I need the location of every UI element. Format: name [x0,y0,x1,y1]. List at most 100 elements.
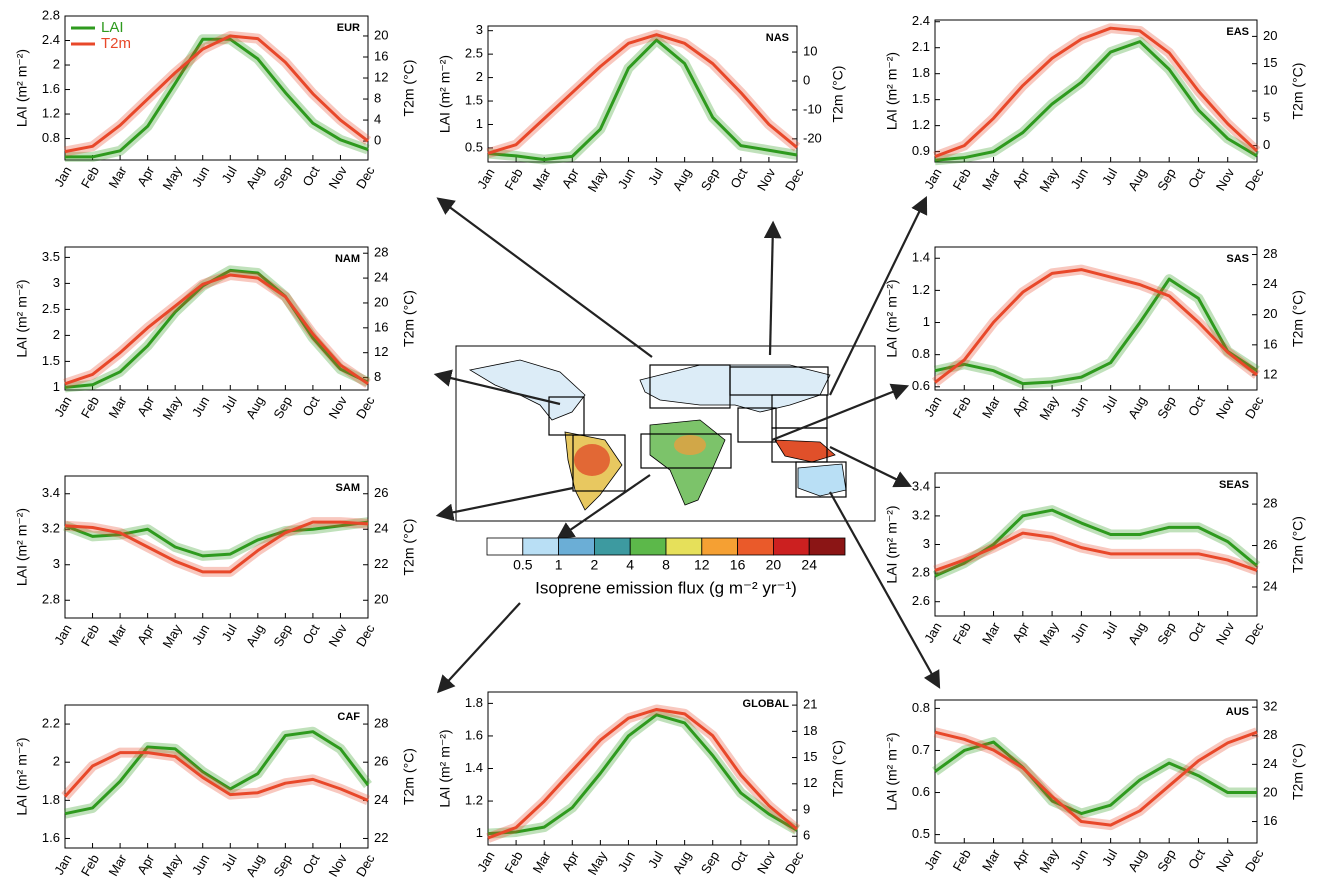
y2-tick-label: 0 [803,72,810,87]
y2-axis-label: T2m (°C) [1290,290,1306,347]
x-tick-label: Dec [1242,165,1267,193]
x-tick-label: Sep [698,166,723,194]
y-tick-label: 1.2 [912,282,930,297]
x-tick-label: Mar [105,621,130,648]
y-tick-label: 3.2 [912,507,930,522]
x-tick-label: Oct [299,621,322,646]
x-tick-label: Nov [1213,619,1238,647]
x-tick-label: Apr [1009,165,1032,191]
x-tick-label: Oct [727,848,750,873]
y2-tick-label: 0 [1263,137,1270,152]
y-tick-label: 3 [476,22,483,37]
line [934,277,1258,386]
y-tick-label: 0.9 [912,143,930,158]
x-tick-label: Oct [1185,846,1208,871]
x-tick-label: Aug [670,166,695,194]
y-tick-label: 1.8 [465,695,483,710]
line [934,26,1259,158]
y2-tick-label: 20 [1263,306,1277,321]
y-tick-label: 2.8 [912,565,930,580]
y-tick-label: 1.6 [42,830,60,845]
panel-title: AUS [1226,706,1249,718]
y-tick-label: 2.4 [42,32,60,47]
panel-title: GLOBAL [743,698,790,710]
panel-title: CAF [337,711,360,723]
x-tick-label: Feb [78,852,102,879]
y-tick-label: 2.8 [42,7,60,22]
line [487,713,798,836]
colorbar-swatch [629,537,667,556]
x-tick-label: Aug [243,164,268,192]
x-tick-label: Jan [51,622,74,648]
x-tick-label: Nov [325,851,350,879]
y2-tick-label: 28 [374,716,388,731]
y-axis-label: LAI (m² m⁻²) [14,279,30,357]
y2-tick-label: 28 [1263,496,1277,511]
africa-hotspot [674,435,706,455]
y2-tick-label: 6 [803,828,810,843]
y2-tick-label: 20 [374,27,388,42]
x-tick-label: Oct [1185,393,1208,418]
y2-tick-label: 15 [803,749,817,764]
x-tick-label: Jan [51,852,74,878]
y-tick-label: 3 [53,275,60,290]
x-tick-label: Jun [615,166,638,192]
y-axis-label: LAI (m² m⁻²) [14,508,30,586]
x-tick-label: Mar [979,165,1004,192]
plot-frame [934,19,1258,163]
x-tick-label: Jul [219,164,240,186]
x-tick-label: Feb [950,394,974,421]
x-tick-label: Jan [921,166,944,192]
x-tick-label: Mar [105,163,130,190]
x-tick-label: Jan [474,166,497,192]
panel-title: EAS [1226,26,1249,38]
x-tick-label: Mar [979,846,1004,873]
x-tick-label: Dec [353,851,378,879]
colorbar: 0.5 1 2 4 8 12 16 20 24 [486,537,846,573]
x-tick-label: Sep [270,164,295,192]
x-tick-label: Feb [501,166,525,193]
x-tick-label: May [159,393,185,422]
x-tick-label: Feb [78,164,102,191]
colorbar-tick-label: 0.5 [513,557,533,573]
line [934,40,1258,162]
x-tick-label: Jan [921,620,944,646]
y2-axis-label: T2m (°C) [401,748,417,805]
x-tick-label: Jul [645,166,666,188]
x-tick-label: May [159,621,185,650]
y2-axis-label: T2m (°C) [830,740,846,797]
y2-tick-label: 5 [1263,110,1270,125]
y2-tick-label: 20 [374,592,388,607]
x-tick-label: Apr [1009,619,1032,645]
x-tick-label: Nov [1213,846,1238,874]
y-axis-label: LAI (m² m⁻²) [884,52,900,130]
x-tick-label: Mar [979,619,1004,646]
plot-frame [64,15,369,161]
y2-tick-label: 8 [374,369,381,384]
x-tick-label: Apr [134,163,157,189]
x-tick-label: May [159,163,185,192]
panel: 0.8 1.2 1.6 2 2.4 2.8 0 4 8 12 16 20 Jan Feb Mar Apr May… [14,7,417,192]
y-tick-label: 0.6 [912,378,930,393]
y2-tick-label: 15 [1263,55,1277,70]
x-tick-label: Dec [782,165,807,193]
y2-tick-label: 20 [1263,28,1277,43]
line [64,520,369,558]
x-tick-label: Jan [921,847,944,873]
y2-axis-label: T2m (°C) [1290,63,1306,120]
y2-tick-label: 26 [1263,537,1277,552]
x-tick-label: Oct [299,851,322,876]
y-tick-label: 2.2 [42,716,60,731]
y-tick-label: 1.2 [465,792,483,807]
x-tick-label: Aug [1125,620,1150,648]
x-tick-label: Sep [1154,847,1179,875]
y-tick-label: 1.8 [912,65,930,80]
x-tick-label: Sep [698,849,723,877]
y-tick-label: 0.8 [912,700,930,715]
line-band [63,726,372,819]
y-axis-label: LAI (m² m⁻²) [884,279,900,357]
legend-label: T2m [101,35,131,52]
x-tick-label: Aug [243,394,268,422]
y2-tick-label: 10 [803,43,817,58]
